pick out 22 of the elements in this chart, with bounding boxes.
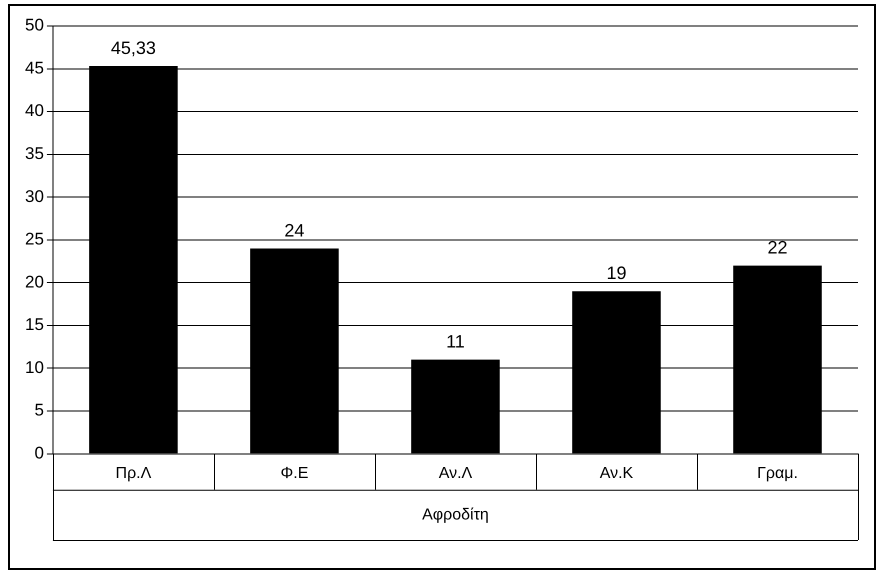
y-tick-label: 35 (24, 144, 44, 164)
x-tick-label: Πρ.Λ (116, 464, 152, 482)
x-tick-label: Αν.Λ (438, 464, 473, 482)
data-label: 11 (446, 332, 465, 352)
y-tick-label: 25 (24, 230, 44, 249)
data-label: 24 (284, 220, 304, 240)
data-label: 45,33 (110, 38, 156, 58)
y-tick-label: 50 (24, 16, 44, 35)
y-tick-label: 40 (24, 101, 44, 120)
x-tick-label: Φ.Ε (280, 464, 308, 482)
y-tick-label: 30 (24, 186, 44, 206)
y-tick-label: 20 (24, 272, 44, 292)
data-label: 22 (767, 238, 788, 258)
x-tick-label: Αν.Κ (600, 464, 634, 482)
y-tick-label: 0 (34, 443, 44, 462)
y-tick-label: 45 (24, 58, 44, 78)
data-label: 19 (606, 263, 626, 284)
x-tick-label: Γραμ. (757, 464, 798, 482)
x-axis-title: Αφροδίτη (422, 506, 489, 524)
y-tick-label: 15 (24, 315, 44, 334)
y-tick-label: 10 (24, 358, 44, 377)
y-tick-label: 5 (34, 400, 44, 420)
